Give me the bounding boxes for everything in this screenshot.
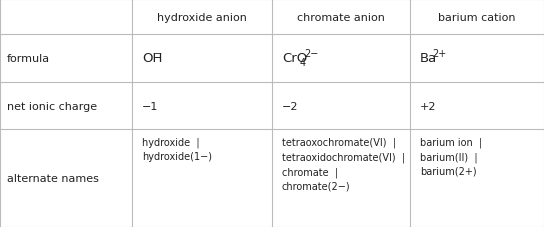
Text: hydroxide  |
hydroxide(1−): hydroxide | hydroxide(1−) (142, 137, 212, 162)
Text: −: − (154, 49, 162, 59)
Text: 4: 4 (300, 57, 306, 67)
Text: tetraoxochromate(VI)  |
tetraoxidochromate(VI)  |
chromate  |
chromate(2−): tetraoxochromate(VI) | tetraoxidochromat… (282, 137, 405, 191)
Text: net ionic charge: net ionic charge (7, 101, 97, 111)
Text: OH: OH (142, 52, 162, 65)
Text: −1: −1 (142, 101, 158, 111)
Text: +2: +2 (420, 101, 436, 111)
Text: CrO: CrO (282, 52, 307, 65)
Text: 2−: 2− (304, 49, 318, 59)
Text: 2+: 2+ (432, 49, 446, 59)
Text: barium cation: barium cation (438, 12, 516, 22)
Text: chromate anion: chromate anion (297, 12, 385, 22)
Text: formula: formula (7, 54, 50, 64)
Text: −2: −2 (282, 101, 299, 111)
Text: Ba: Ba (420, 52, 437, 65)
Text: barium ion  |
barium(II)  |
barium(2+): barium ion | barium(II) | barium(2+) (420, 137, 482, 176)
Text: hydroxide anion: hydroxide anion (157, 12, 247, 22)
Text: alternate names: alternate names (7, 173, 99, 183)
